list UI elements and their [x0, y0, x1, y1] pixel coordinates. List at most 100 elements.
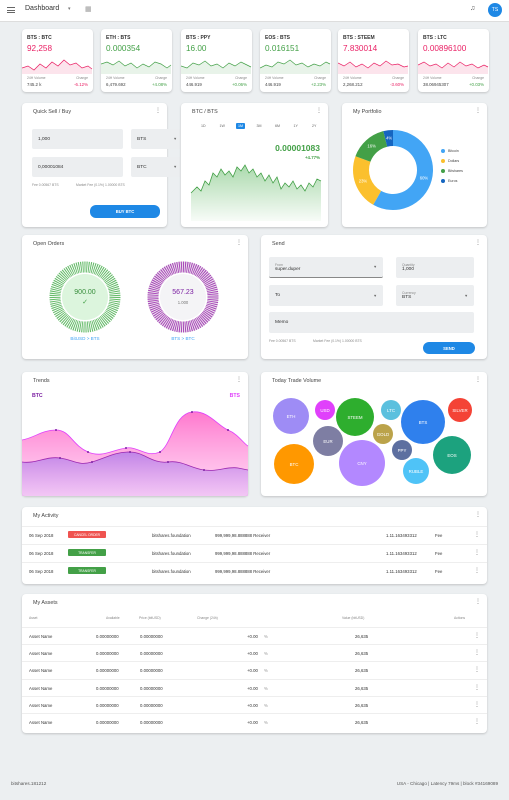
bubble-ppy[interactable]: PPY — [392, 440, 412, 460]
column-header: Actions — [454, 616, 466, 620]
asset-name: Asset Name — [29, 668, 53, 674]
ticker-change-label: Change — [155, 76, 167, 80]
asset-row[interactable]: Asset Name 0.00000000 0.00000000 +0.00% 26,6… — [22, 627, 487, 644]
more-menu-icon[interactable]: ⋮ — [474, 719, 480, 725]
bell-icon[interactable]: ♫ — [470, 5, 476, 12]
ticker-price: 7.830014 — [343, 44, 378, 53]
avatar[interactable]: TS — [488, 3, 502, 17]
bubble-usd[interactable]: USD — [315, 400, 335, 420]
bubble-eur[interactable]: EUR — [313, 426, 343, 456]
more-menu-icon[interactable]: ⋮ — [474, 667, 480, 674]
more-menu-icon[interactable]: ⋮ — [236, 240, 242, 246]
tab-1m[interactable]: 1M — [236, 123, 245, 129]
ticker-card[interactable]: BTS : PPY 16.00 24H Volume 446.919 Change +0.… — [180, 29, 252, 92]
price-input[interactable]: 0,00001084 — [32, 157, 123, 177]
to-select[interactable]: To ▼ — [269, 285, 383, 306]
asset-row[interactable]: Asset Name 0.00000000 0.00000000 +0.00% 26,6… — [22, 678, 487, 696]
asset-value: 26,635 — [355, 702, 369, 708]
activity-row[interactable]: 06 Sep 2018 CANCEL ORDER bitshares.foundat… — [22, 526, 487, 543]
activity-account: bitshares.foundation — [152, 533, 191, 538]
from-label: From — [275, 262, 283, 267]
asset-row[interactable]: Asset Name 0.00000000 0.00000000 +0.00% 26,6… — [22, 661, 487, 678]
more-menu-icon[interactable]: ⋮ — [155, 108, 161, 114]
more-menu-icon[interactable]: ⋮ — [474, 550, 480, 556]
quantity-value: 1,000 — [402, 267, 415, 272]
currency-select[interactable]: Currency BTS ▼ — [396, 285, 474, 306]
more-menu-icon[interactable]: ⋮ — [475, 599, 481, 605]
more-menu-icon[interactable]: ⋮ — [475, 240, 481, 246]
more-menu-icon[interactable]: ⋮ — [236, 377, 242, 383]
ticker-card[interactable]: BTS : STEEM 7.830014 24H Volume 2,268.212 Ch… — [337, 29, 409, 92]
card-title: My Assets — [33, 600, 58, 606]
card-title: Send — [272, 241, 285, 247]
bubble-ltc[interactable]: LTC — [381, 400, 401, 420]
bubble-eos[interactable]: EOS — [433, 436, 471, 474]
pie-slice-dollars — [353, 156, 382, 205]
trend-right-label: BTS — [229, 393, 240, 399]
more-menu-icon[interactable]: ⋮ — [316, 108, 322, 114]
bubble-silver[interactable]: SILVER — [448, 398, 472, 422]
amount-input[interactable]: 1,000 — [32, 129, 123, 149]
memo-input[interactable]: Memo — [269, 312, 474, 333]
chevron-down-icon[interactable]: ▾ — [68, 6, 71, 12]
trade-volume-card: Today Trade Volume ⋮ ETH USD STEEM LTC BTS SI… — [261, 372, 487, 496]
tab-1d[interactable]: 1D — [201, 124, 206, 128]
bubble-label: USD — [320, 407, 330, 413]
tab-3m[interactable]: 3M — [256, 124, 262, 128]
bubble-btc[interactable]: BTC — [274, 444, 314, 484]
more-menu-icon[interactable]: ⋮ — [474, 568, 480, 574]
bubble-cny[interactable]: CNY — [339, 440, 385, 486]
send-button[interactable]: SEND — [423, 342, 475, 354]
asset-select-2[interactable]: BTC ▼ — [131, 157, 183, 177]
more-menu-icon[interactable]: ⋮ — [475, 377, 481, 383]
activity-row[interactable]: 06 Sep 2018 TRANSFER bitshares.foundation 9… — [22, 544, 487, 561]
ticker-card[interactable]: EOS : BTS 0.016151 24H Volume 446.919 Change… — [259, 29, 331, 92]
bubble-eth[interactable]: ETH — [273, 398, 309, 434]
activity-type-badge: TRANSFER — [68, 549, 106, 556]
more-menu-icon[interactable]: ⋮ — [475, 512, 481, 518]
bubble-steem[interactable]: STEEM — [336, 398, 374, 436]
more-menu-icon[interactable]: ⋮ — [474, 701, 480, 708]
grid-icon[interactable]: ▦ — [85, 6, 92, 13]
asset-row[interactable]: Asset Name 0.00000000 0.00000000 +0.00% 26,6… — [22, 713, 487, 730]
asset-value: 26,635 — [355, 720, 369, 725]
asset-price: 0.00000000 — [140, 685, 163, 691]
bubble-gold[interactable]: GOLD — [373, 424, 393, 444]
activity-row[interactable]: 06 Sep 2018 TRANSFER bitshares.foundation 9… — [22, 562, 487, 579]
menu-icon[interactable] — [7, 7, 15, 13]
more-menu-icon[interactable]: ⋮ — [474, 633, 480, 639]
bubble-ruble[interactable]: RUBLE — [403, 458, 429, 484]
asset-select-1[interactable]: BTS ▼ — [131, 129, 183, 149]
legend-label: Euros — [448, 179, 458, 183]
tab-6m[interactable]: 6M — [275, 124, 280, 128]
asset-row[interactable]: Asset Name 0.00000000 0.00000000 +0.00% 26,6… — [22, 695, 487, 713]
from-select[interactable]: From super.duper ▼ — [269, 257, 383, 278]
buy-button[interactable]: BUY BTC — [90, 205, 160, 218]
more-menu-icon[interactable]: ⋮ — [474, 684, 480, 691]
tab-1y[interactable]: 1Y — [293, 124, 298, 128]
ticker-volume: 745.2 k — [27, 82, 42, 87]
asset-row[interactable]: Asset Name 0.00000000 0.00000000 +0.00% 26,6… — [22, 644, 487, 661]
btc-bts-price: 0.00001083 — [275, 143, 320, 153]
ticker-card[interactable]: BTS : BTC 92,258 24H Volume 745.2 k Change -6… — [21, 29, 93, 92]
tab-2y[interactable]: 2Y — [312, 124, 317, 128]
pie-slice-label: 60% — [420, 176, 429, 181]
asset-name: Asset Name — [29, 651, 53, 657]
more-menu-icon[interactable]: ⋮ — [474, 650, 480, 657]
chevron-down-icon: ▼ — [373, 265, 377, 269]
ticker-price: 0.000354 — [106, 44, 141, 53]
ticker-card[interactable]: BTS : LTC 0.00896100 24H Volume 38.06945307… — [417, 29, 489, 92]
trends-area-chart — [22, 411, 248, 496]
pie-slice-bitcoin — [373, 130, 433, 210]
bubble-label: STEEM — [347, 414, 363, 420]
more-menu-icon[interactable]: ⋮ — [475, 108, 481, 114]
ticker-card[interactable]: ETH : BTS 0.000354 24H Volume 6,479.692 Chan… — [100, 29, 172, 92]
ticker-pair: BTS : BTC — [27, 35, 52, 41]
asset-change-unit: % — [264, 720, 268, 725]
bubble-bts[interactable]: BTS — [401, 400, 445, 444]
quantity-input[interactable]: Quantity 1,000 — [396, 257, 474, 278]
more-menu-icon[interactable]: ⋮ — [474, 532, 480, 538]
card-title: Quick Sell / Buy — [33, 109, 72, 115]
badge-label: CANCEL ORDER — [73, 532, 101, 537]
tab-1w[interactable]: 1W — [219, 124, 225, 128]
